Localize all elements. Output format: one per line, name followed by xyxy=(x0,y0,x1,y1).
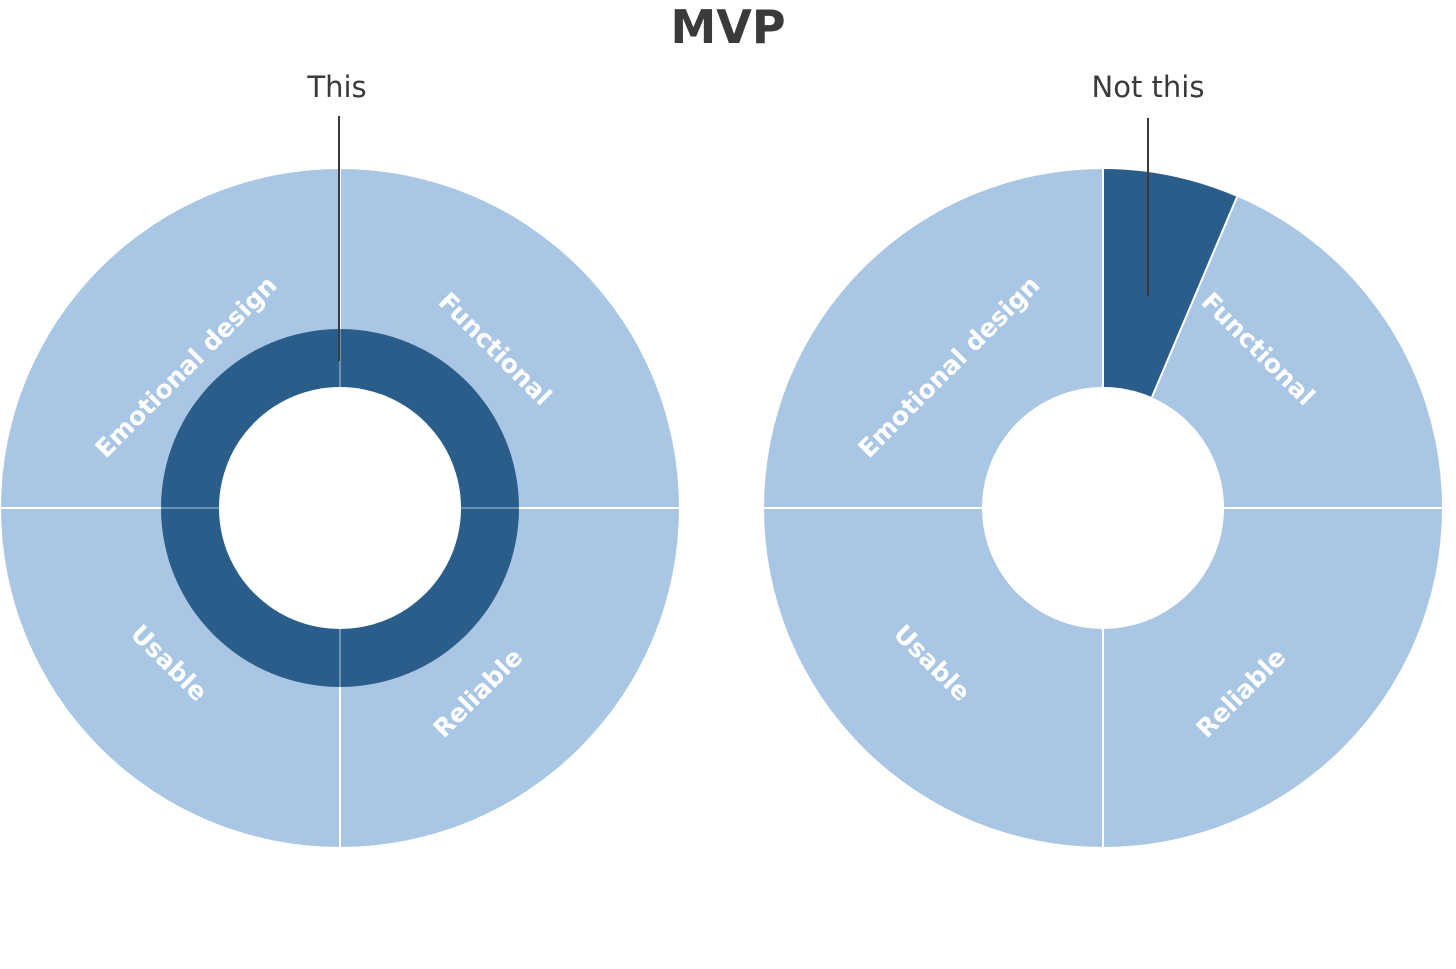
diagram-title: MVP xyxy=(670,0,785,54)
right-diagram: Functional Reliable Usable Emotional des… xyxy=(764,70,1442,847)
left-diagram: Functional Reliable Usable Emotional des… xyxy=(1,70,679,847)
right-center-hole xyxy=(982,387,1224,629)
right-slice-edge xyxy=(1151,196,1238,398)
right-callout: Not this xyxy=(1092,70,1205,104)
left-center-hole xyxy=(219,387,461,629)
right-highlight-slice xyxy=(1103,169,1237,397)
left-callout: This xyxy=(306,70,366,104)
